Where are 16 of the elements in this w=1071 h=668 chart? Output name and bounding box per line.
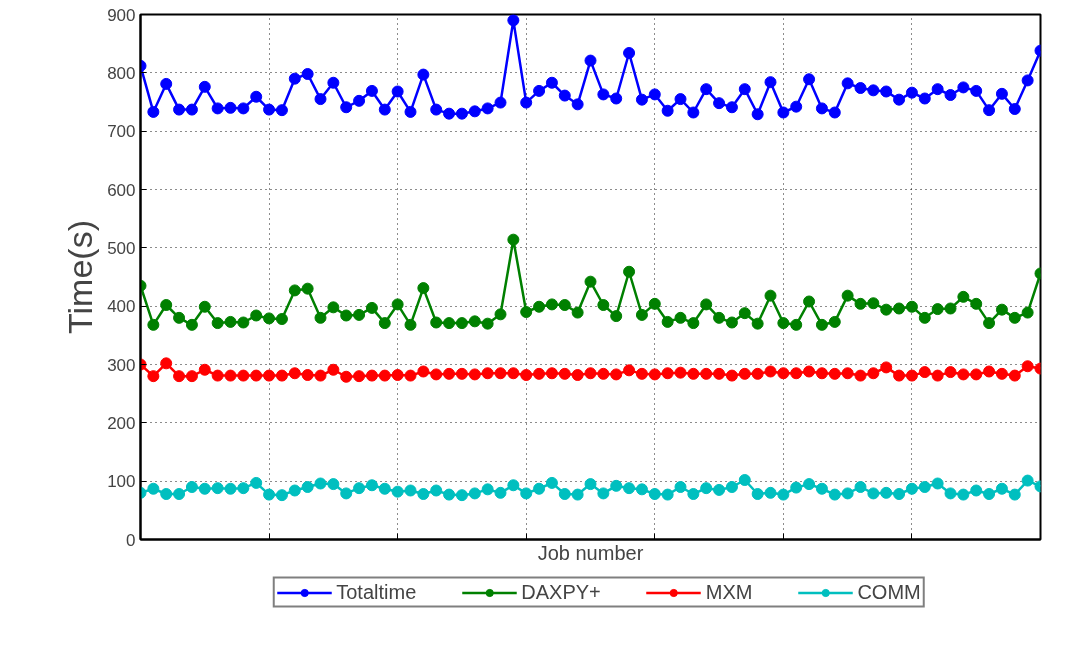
y-tick-label: 700 [107,122,136,142]
y-tick-label: 900 [107,5,136,25]
legend-label: COMM [857,580,921,604]
y-tick-label: 0 [126,530,136,550]
y-axis-title: Time(s) [61,220,100,334]
legend-label: Totaltime [336,580,417,604]
x-axis-title: Job number [537,541,644,564]
y-tick-label: 200 [107,413,136,433]
y-tick-label: 600 [107,180,136,200]
y-tick-label: 100 [107,472,136,492]
y-tick-label: 400 [107,297,136,317]
y-tick-label: 500 [107,238,136,258]
legend-label: DAXPY+ [521,580,601,604]
y-tick-label: 800 [107,63,136,83]
legend-label: MXM [705,580,753,604]
y-tick-label: 300 [107,355,136,375]
